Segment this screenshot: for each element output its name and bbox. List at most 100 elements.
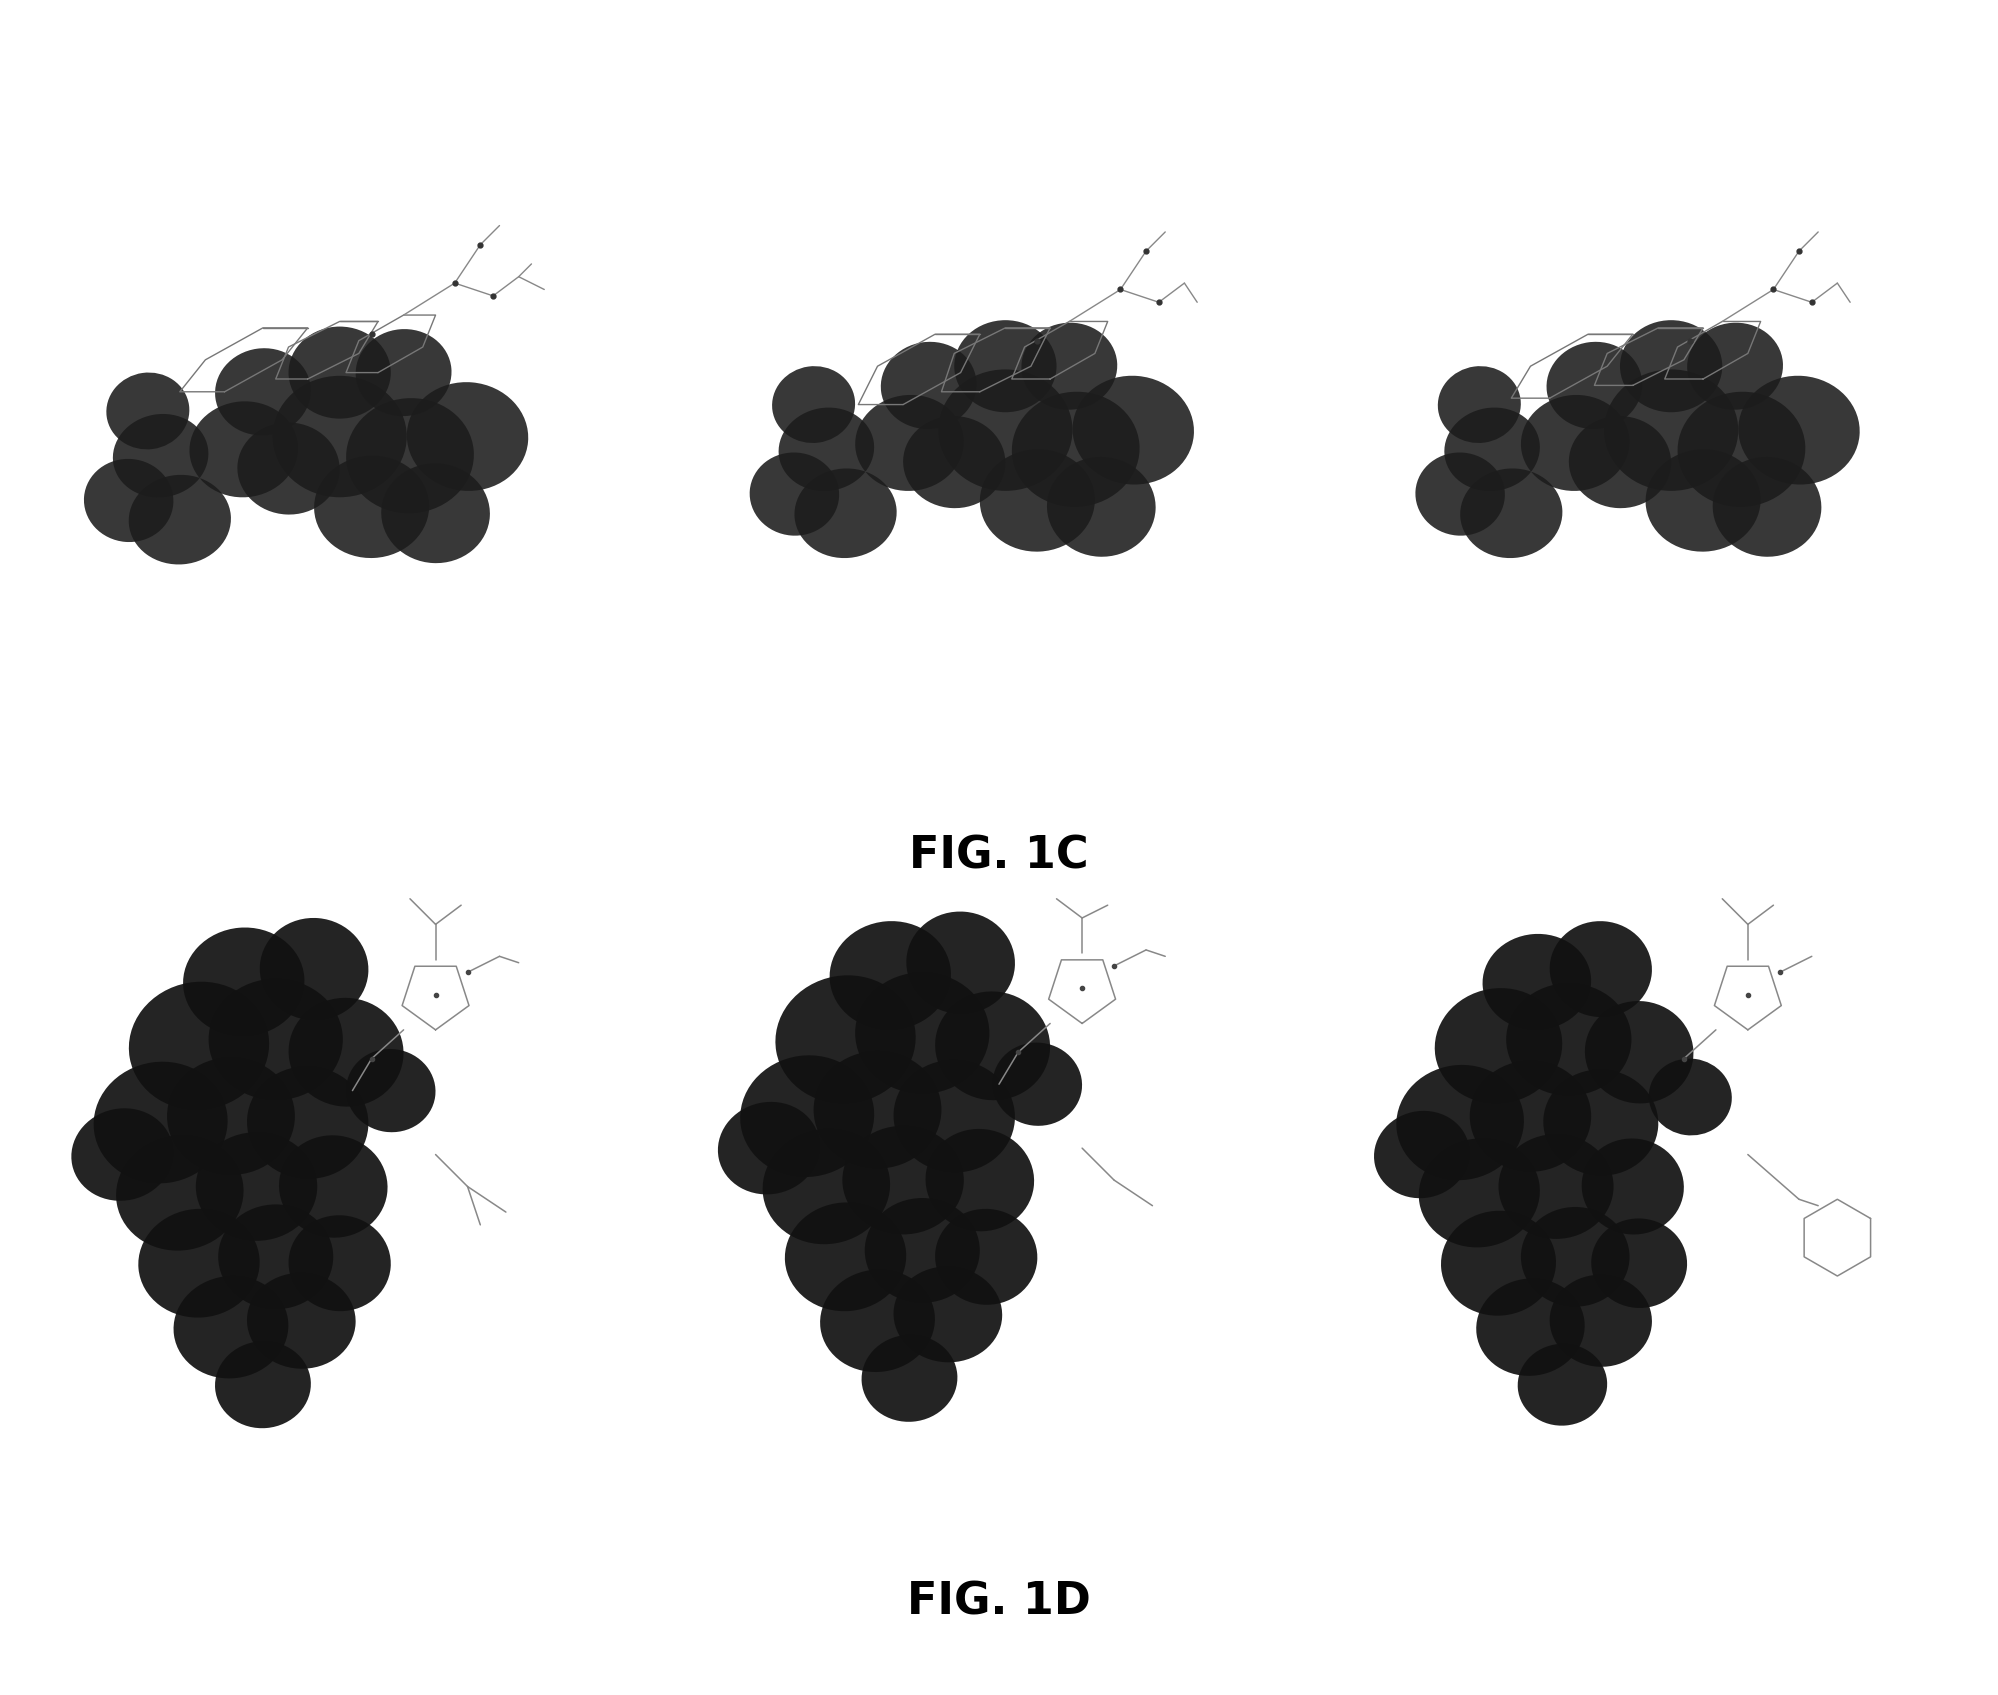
Ellipse shape <box>346 398 474 514</box>
Ellipse shape <box>168 1058 296 1175</box>
Ellipse shape <box>190 402 298 497</box>
Ellipse shape <box>771 366 855 442</box>
Ellipse shape <box>408 381 527 492</box>
Ellipse shape <box>238 422 340 515</box>
Ellipse shape <box>72 1109 174 1200</box>
Ellipse shape <box>1445 407 1540 492</box>
Ellipse shape <box>112 414 208 498</box>
Ellipse shape <box>739 1056 875 1176</box>
Ellipse shape <box>1435 988 1562 1103</box>
Ellipse shape <box>763 1129 891 1244</box>
Ellipse shape <box>1550 1275 1652 1366</box>
Ellipse shape <box>819 1270 935 1371</box>
Ellipse shape <box>94 1061 228 1183</box>
Ellipse shape <box>1483 934 1590 1031</box>
Ellipse shape <box>346 1049 436 1132</box>
Ellipse shape <box>1477 1278 1584 1376</box>
Ellipse shape <box>116 1136 244 1251</box>
Ellipse shape <box>779 407 875 492</box>
Ellipse shape <box>893 1266 1003 1363</box>
Ellipse shape <box>1375 1110 1471 1198</box>
Ellipse shape <box>174 1276 288 1378</box>
Ellipse shape <box>248 1066 368 1178</box>
Ellipse shape <box>196 1132 318 1241</box>
Ellipse shape <box>1646 449 1760 551</box>
Ellipse shape <box>208 978 344 1100</box>
Ellipse shape <box>881 342 977 429</box>
Ellipse shape <box>106 373 190 449</box>
Ellipse shape <box>893 1059 1015 1173</box>
Ellipse shape <box>979 449 1095 551</box>
Ellipse shape <box>1686 322 1782 410</box>
Ellipse shape <box>218 1205 334 1309</box>
Ellipse shape <box>1518 1344 1606 1425</box>
Ellipse shape <box>216 1341 312 1429</box>
Ellipse shape <box>993 1042 1083 1125</box>
Ellipse shape <box>1047 458 1155 556</box>
Ellipse shape <box>925 1129 1035 1231</box>
Ellipse shape <box>1439 366 1520 442</box>
Ellipse shape <box>855 395 963 492</box>
Ellipse shape <box>1582 1139 1684 1234</box>
Ellipse shape <box>1678 392 1806 507</box>
Ellipse shape <box>1415 453 1504 536</box>
Ellipse shape <box>1461 468 1562 558</box>
Ellipse shape <box>1520 1207 1630 1307</box>
Ellipse shape <box>939 370 1073 492</box>
Ellipse shape <box>128 475 232 564</box>
Ellipse shape <box>288 1215 392 1312</box>
Ellipse shape <box>248 1273 356 1370</box>
Ellipse shape <box>128 981 270 1110</box>
Ellipse shape <box>1441 1210 1556 1315</box>
Ellipse shape <box>280 1136 388 1237</box>
Ellipse shape <box>1471 1061 1590 1171</box>
Ellipse shape <box>955 320 1057 412</box>
Ellipse shape <box>1011 392 1139 507</box>
Ellipse shape <box>829 920 951 1031</box>
Ellipse shape <box>1419 1139 1540 1248</box>
Ellipse shape <box>717 1102 819 1195</box>
Ellipse shape <box>138 1209 260 1317</box>
Ellipse shape <box>288 327 392 419</box>
Ellipse shape <box>903 415 1005 508</box>
Ellipse shape <box>1648 1059 1732 1136</box>
Ellipse shape <box>1738 376 1860 485</box>
Ellipse shape <box>1546 342 1642 429</box>
Ellipse shape <box>382 463 490 563</box>
Ellipse shape <box>1620 320 1722 412</box>
Ellipse shape <box>1498 1134 1614 1239</box>
Ellipse shape <box>861 1334 957 1422</box>
Ellipse shape <box>935 1209 1037 1305</box>
Ellipse shape <box>1550 920 1652 1017</box>
Ellipse shape <box>855 973 989 1093</box>
Ellipse shape <box>865 1198 979 1303</box>
Ellipse shape <box>1568 415 1670 508</box>
Ellipse shape <box>935 992 1051 1100</box>
Ellipse shape <box>184 927 304 1036</box>
Ellipse shape <box>1520 395 1630 492</box>
Ellipse shape <box>1506 983 1632 1095</box>
Text: FIG. 1D: FIG. 1D <box>907 1580 1091 1624</box>
Ellipse shape <box>288 998 404 1107</box>
Ellipse shape <box>749 453 839 536</box>
Ellipse shape <box>775 975 915 1103</box>
Ellipse shape <box>1542 1070 1658 1176</box>
Ellipse shape <box>260 919 368 1020</box>
Ellipse shape <box>795 468 897 558</box>
Ellipse shape <box>1397 1064 1524 1180</box>
Ellipse shape <box>84 459 174 542</box>
Ellipse shape <box>843 1125 963 1234</box>
Ellipse shape <box>272 376 408 497</box>
Ellipse shape <box>356 329 452 415</box>
Ellipse shape <box>1712 458 1822 556</box>
Ellipse shape <box>907 912 1015 1014</box>
Ellipse shape <box>1073 376 1195 485</box>
Text: FIG. 1C: FIG. 1C <box>909 834 1089 878</box>
Ellipse shape <box>1021 322 1117 410</box>
Ellipse shape <box>813 1051 941 1168</box>
Ellipse shape <box>216 347 312 436</box>
Ellipse shape <box>785 1202 907 1312</box>
Ellipse shape <box>1590 1219 1686 1309</box>
Ellipse shape <box>1604 370 1738 492</box>
Ellipse shape <box>314 456 430 558</box>
